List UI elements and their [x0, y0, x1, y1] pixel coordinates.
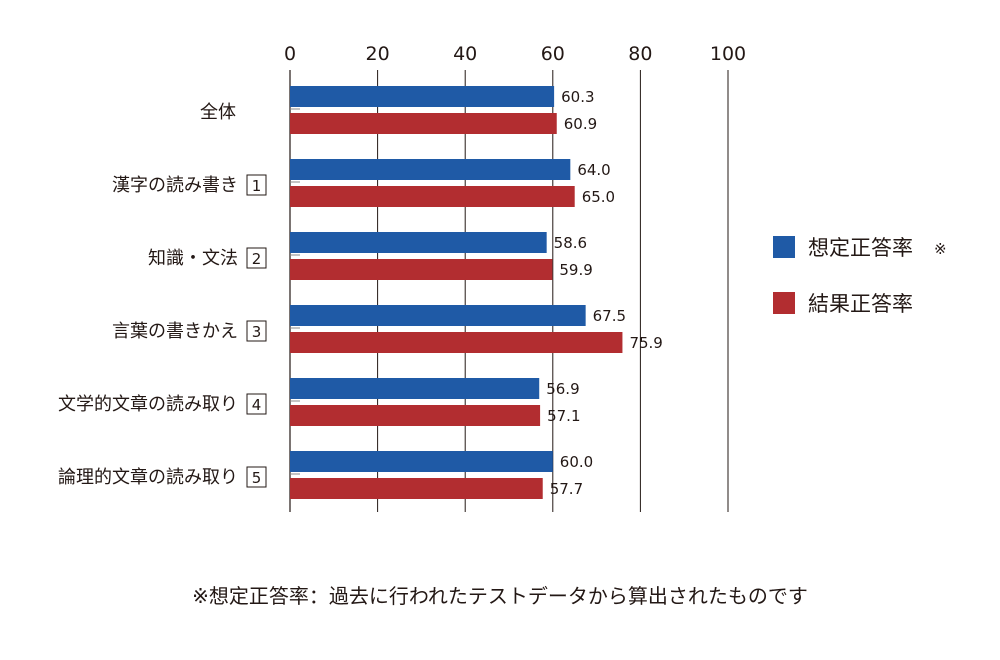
category-number-box-3	[246, 320, 267, 342]
bar-1-0	[290, 113, 557, 134]
category-label-4: 文学的文章の読み取り	[58, 394, 238, 415]
legend-swatch-0	[773, 236, 795, 258]
category-label-5: 論理的文章の読み取り	[58, 467, 238, 488]
category-label-1: 漢字の読み書き	[112, 175, 238, 196]
data-label-0-4: 56.9	[546, 380, 579, 398]
category-label-0: 全体	[200, 102, 236, 123]
x-tick-label-40: 40	[453, 43, 477, 65]
category-number-5: 5	[252, 469, 262, 487]
category-number-box-2	[246, 247, 267, 269]
data-label-0-3: 67.5	[593, 307, 626, 325]
bar-1-5	[290, 478, 543, 499]
data-label-0-0: 60.3	[561, 88, 594, 106]
bar-0-1	[290, 159, 571, 180]
x-tick-label-0: 0	[284, 43, 296, 65]
data-label-1-4: 57.1	[547, 407, 580, 425]
bar-0-4	[290, 378, 540, 399]
legend-mark-0: ※	[934, 240, 947, 258]
legend-swatch-1	[773, 292, 795, 314]
bar-1-4	[290, 405, 541, 426]
data-label-0-2: 58.6	[554, 234, 587, 252]
bar-0-2	[290, 232, 547, 253]
legend-label-1: 結果正答率	[808, 292, 913, 316]
x-tick-label-60: 60	[541, 43, 565, 65]
category-label-2: 知識・文法	[148, 248, 238, 269]
bar-0-0	[290, 86, 555, 107]
bar-0-5	[290, 451, 553, 472]
category-label-3: 言葉の書きかえ	[112, 321, 238, 342]
category-number-1: 1	[252, 177, 262, 195]
x-tick-label-20: 20	[366, 43, 390, 65]
category-number-box-4	[246, 393, 267, 415]
x-tick-label-100: 100	[710, 43, 746, 65]
data-label-1-5: 57.7	[550, 480, 583, 498]
data-label-1-0: 60.9	[564, 115, 597, 133]
legend-label-0: 想定正答率	[808, 236, 913, 260]
data-label-1-1: 65.0	[582, 188, 615, 206]
bar-1-3	[290, 332, 623, 353]
bar-1-1	[290, 186, 575, 207]
footnote: ※想定正答率：過去に行われたテストデータから算出されたものです	[192, 584, 808, 608]
data-label-0-1: 64.0	[577, 161, 610, 179]
category-number-box-5	[246, 466, 267, 488]
category-number-3: 3	[252, 323, 262, 341]
category-number-box-1	[246, 174, 267, 196]
category-number-4: 4	[252, 396, 262, 414]
category-number-2: 2	[252, 250, 262, 268]
x-tick-label-80: 80	[628, 43, 652, 65]
bar-0-3	[290, 305, 586, 326]
data-label-0-5: 60.0	[560, 453, 593, 471]
bar-chart: 0 20 40 60 80 100 全体 60.3 60.9 漢字の読み書き 1 64.0 65.0 知識…	[58, 43, 947, 512]
bar-1-2	[290, 259, 553, 280]
data-label-1-3: 75.9	[629, 334, 662, 352]
data-label-1-2: 59.9	[559, 261, 592, 279]
